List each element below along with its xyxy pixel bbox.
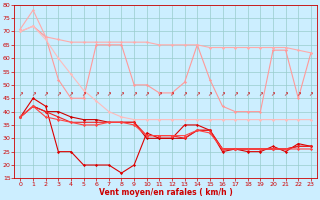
X-axis label: Vent moyen/en rafales ( km/h ): Vent moyen/en rafales ( km/h ) [99, 188, 233, 197]
